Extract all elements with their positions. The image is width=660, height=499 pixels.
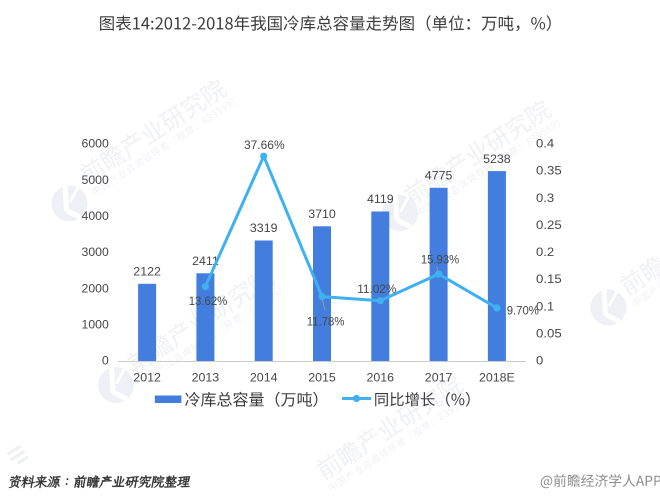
- svg-text:4119: 4119: [367, 192, 394, 206]
- svg-text:2016: 2016: [367, 370, 395, 384]
- svg-text:2000: 2000: [82, 281, 110, 295]
- svg-text:3000: 3000: [82, 245, 110, 259]
- svg-text:13.62%: 13.62%: [189, 294, 228, 308]
- svg-text:3710: 3710: [308, 207, 336, 221]
- svg-text:0.3: 0.3: [536, 191, 555, 205]
- svg-text:37.66%: 37.66%: [244, 138, 285, 152]
- svg-text:0.1: 0.1: [536, 299, 555, 313]
- svg-text:0: 0: [102, 354, 109, 368]
- svg-text:0.15: 0.15: [536, 272, 562, 286]
- svg-text:2018E: 2018E: [479, 370, 515, 384]
- svg-text:4775: 4775: [425, 169, 453, 183]
- svg-text:2015: 2015: [308, 370, 336, 384]
- svg-text:3319: 3319: [250, 221, 278, 235]
- svg-text:6000: 6000: [82, 137, 110, 151]
- svg-text:11.78%: 11.78%: [307, 314, 345, 328]
- svg-text:0.35: 0.35: [536, 164, 562, 178]
- svg-text:0.25: 0.25: [536, 218, 562, 232]
- svg-text:0.05: 0.05: [536, 327, 562, 341]
- svg-text:0.2: 0.2: [536, 245, 555, 259]
- svg-text:4000: 4000: [82, 209, 110, 223]
- svg-text:2122: 2122: [133, 265, 161, 279]
- svg-text:1000: 1000: [82, 317, 110, 331]
- svg-text:2017: 2017: [425, 370, 453, 384]
- svg-text:2012: 2012: [133, 370, 161, 384]
- svg-text:5000: 5000: [82, 173, 110, 187]
- svg-text:15.93%: 15.93%: [421, 253, 460, 267]
- svg-text:2013: 2013: [192, 370, 220, 384]
- svg-text:11.02%: 11.02%: [357, 282, 397, 296]
- svg-text:0: 0: [536, 354, 544, 368]
- svg-text:2411: 2411: [192, 254, 219, 268]
- svg-text:2014: 2014: [250, 370, 278, 384]
- svg-text:5238: 5238: [483, 152, 511, 166]
- svg-text:0.4: 0.4: [536, 137, 555, 151]
- svg-text:9.70%: 9.70%: [507, 304, 540, 318]
